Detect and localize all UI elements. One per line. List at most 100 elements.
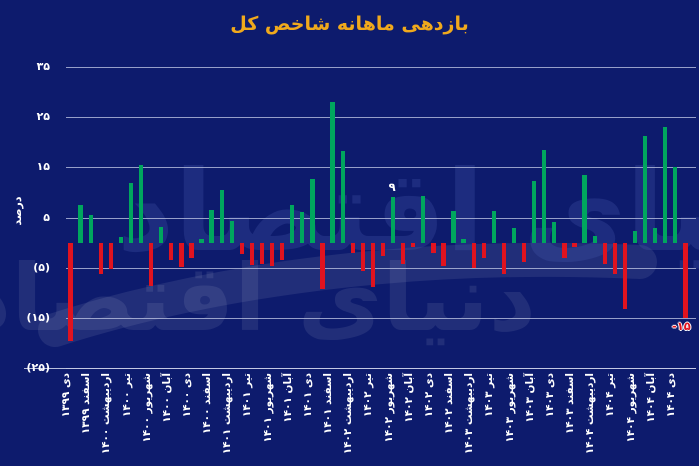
bar-month-62 (683, 242, 688, 319)
bar-month-60 (663, 126, 668, 243)
x-tick-label: تیر ۱۴۰۱ (241, 373, 254, 418)
x-tick-label: دی ۱۴۰۳ (543, 373, 556, 418)
bar-month-55 (612, 242, 617, 274)
x-tick-label: دی ۱۴۰۰ (181, 373, 193, 418)
bar-month-41 (471, 242, 476, 268)
x-tick-label: اسفند ۱۳۹۹ (80, 373, 93, 435)
bar-month-25 (310, 178, 315, 243)
bar-month-32 (380, 242, 386, 256)
x-tick-label: آبان ۱۴۰۰ (160, 373, 173, 423)
bar-month-24 (300, 212, 305, 243)
bar-month-47 (532, 181, 537, 243)
y-tick-label-text: ۱۵ (36, 160, 50, 174)
bar-month-8 (138, 165, 144, 243)
bar-month-3 (88, 215, 93, 243)
bar-month-30 (360, 242, 365, 272)
gridline-y-15 (66, 167, 696, 169)
gridline-y--15 (66, 318, 696, 320)
bar-month-26 (320, 242, 325, 290)
bar-month-36 (421, 196, 426, 243)
bar-month-28 (340, 150, 345, 243)
y-tick-label-text: (۵) (33, 260, 50, 274)
bar-month-16 (219, 189, 224, 243)
bar-month-2 (78, 205, 83, 243)
y-tick-label: ۱۵ (8, 160, 50, 174)
bar-month-13 (189, 242, 194, 259)
bar-month-20 (259, 242, 265, 264)
x-tick-label: اردیبهشت ۱۴۰۲ (342, 373, 355, 455)
bar-month-53 (592, 235, 597, 243)
bar-month-21 (269, 242, 275, 267)
y-tick-label-text: ۵ (43, 210, 50, 224)
bar-month-15 (209, 209, 214, 243)
bar-month-12 (179, 242, 184, 267)
bar-month-40 (461, 239, 466, 243)
bar-month-14 (199, 239, 204, 243)
x-tick-label: دی ۱۴۰۲ (422, 373, 435, 418)
bar-month-56 (622, 242, 628, 309)
bar-month-42 (481, 242, 486, 258)
y-tick-label: ۲۵ (8, 110, 50, 124)
bar-month-49 (552, 221, 557, 243)
bar-month-37 (431, 242, 436, 254)
bar-month-45 (511, 228, 517, 243)
x-axis-line (24, 368, 696, 370)
bar-month-39 (451, 211, 456, 243)
bar-month-34 (400, 242, 406, 265)
y-tick-label-text: ۲۵ (36, 109, 50, 123)
x-tick-label: آبان ۱۴۰۱ (281, 373, 294, 423)
bar-month-35 (411, 242, 416, 248)
x-tick-label: اسفند ۱۴۰۲ (443, 373, 455, 435)
x-tick-label: اسفند ۱۴۰۱ (322, 373, 335, 435)
x-tick-label: آبان ۱۴۰۲ (402, 373, 415, 423)
bar-month-54 (602, 242, 607, 264)
x-tick-label: شهریور ۱۴۰۰ (140, 373, 153, 443)
chart-title: بازدهی ماهانه شاخص کل (230, 13, 469, 35)
bar-value-annotation: -۱۵ (671, 319, 691, 334)
x-tick-label: دی ۱۴۰۴ (664, 373, 677, 418)
bar-month-43 (491, 211, 497, 243)
bar-month-57 (632, 230, 638, 243)
bar-month-51 (572, 242, 577, 247)
bar-month-27 (330, 101, 335, 243)
gridline-y-35 (66, 66, 696, 68)
bar-month-7 (128, 183, 134, 243)
x-tick-label: اسفند ۱۴۰۰ (201, 373, 214, 435)
x-tick-label: تیر ۱۴۰۴ (604, 373, 617, 418)
x-tick-label: اردیبهشت ۱۴۰۴ (584, 373, 597, 455)
y-tick-label: (۲۵) (8, 361, 50, 375)
gridline-y-5 (66, 217, 696, 219)
y-tick-label: ۳۵ (8, 60, 50, 74)
gridline-y--5 (66, 267, 696, 269)
x-tick-label: آبان ۱۴۰۴ (644, 373, 657, 423)
y-tick-label: (۱۵) (8, 311, 50, 325)
bar-month-58 (642, 136, 648, 243)
x-tick-label: تیر ۱۴۰۳ (483, 373, 496, 418)
x-tick-label: شهریور ۱۴۰۲ (382, 373, 395, 443)
bar-month-48 (542, 150, 547, 243)
bar-month-11 (169, 242, 174, 261)
y-tick-label: ۵ (8, 211, 50, 225)
bar-month-52 (582, 175, 587, 243)
y-tick-label-text: ۳۵ (36, 59, 50, 73)
bar-month-38 (441, 242, 446, 266)
y-tick-label: (۵) (8, 261, 50, 275)
y-tick-label-text: (۲۵) (26, 361, 50, 375)
x-tick-label: اسفند ۱۴۰۳ (564, 373, 576, 435)
x-tick-label: آبان ۱۴۰۳ (523, 373, 536, 423)
bar-month-23 (290, 204, 295, 243)
bar-month-10 (159, 226, 164, 243)
x-tick-label: دی ۱۳۹۹ (60, 373, 72, 418)
bar-value-annotation: ۹ (388, 180, 396, 195)
gridline-y-25 (66, 116, 696, 118)
bar-month-29 (350, 242, 355, 253)
bar-month-5 (108, 242, 113, 270)
x-tick-label: تیر ۱۴۰۲ (362, 373, 375, 418)
bar-month-33 (390, 197, 396, 243)
bar-month-61 (673, 167, 678, 243)
bar-month-44 (501, 242, 507, 275)
bar-month-4 (98, 242, 103, 275)
x-tick-label: تیر ۱۴۰۰ (120, 373, 133, 418)
x-tick-label: شهریور ۱۴۰۴ (624, 373, 637, 443)
